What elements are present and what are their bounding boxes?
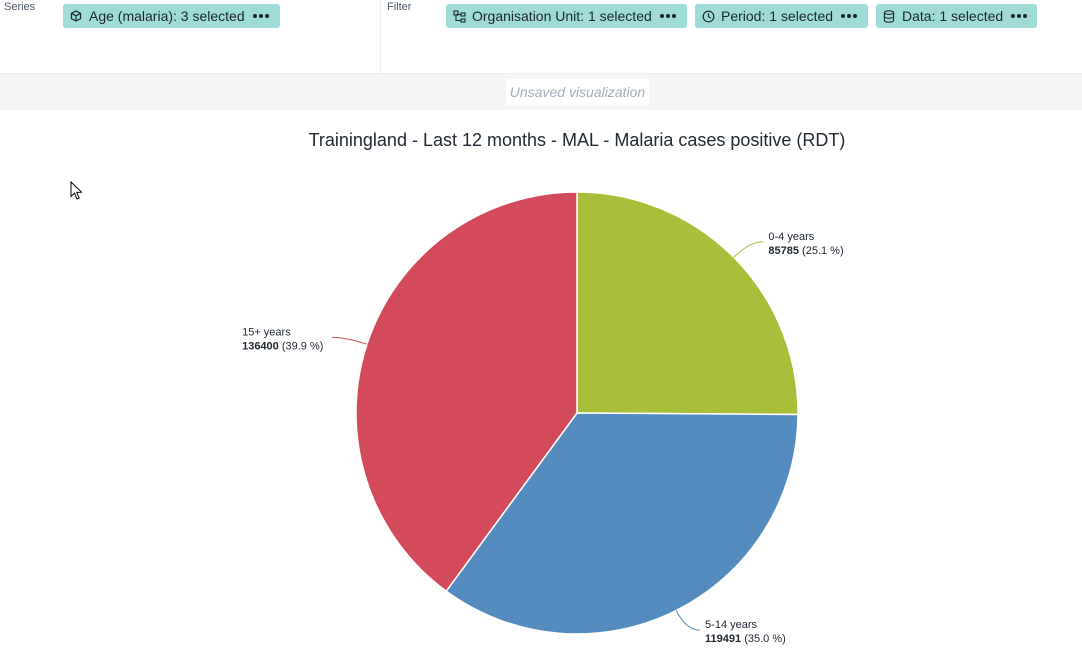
series-axis-label: Series <box>4 1 36 13</box>
visualization-title-bar: Unsaved visualization <box>0 74 1082 110</box>
data-chip-menu-icon[interactable] <box>1011 14 1028 18</box>
database-icon <box>882 9 896 23</box>
data-label-category: 15+ years <box>242 326 291 338</box>
period-chip-menu-icon[interactable] <box>841 14 858 18</box>
data-label-number: 119491 <box>705 633 741 645</box>
data-label-category: 5-14 years <box>705 619 757 631</box>
filter-axis-label: Filter <box>387 1 412 13</box>
mouse-pointer-icon <box>70 181 83 200</box>
layout-panel: Series Age (malaria): 3 selected Filter … <box>0 0 1082 74</box>
slice-0-4-years[interactable] <box>576 191 799 416</box>
data-label-value: 85785 (25.1 %) <box>768 245 843 257</box>
period-chip[interactable]: Period: 1 selected <box>695 4 868 28</box>
org-unit-icon <box>452 9 466 23</box>
org-unit-chip-menu-icon[interactable] <box>659 14 676 18</box>
data-label-number: 85785 <box>768 245 799 257</box>
clock-icon <box>701 9 715 23</box>
data-label-percent: (39.9 %) <box>279 340 324 352</box>
data-label-value: 119491 (35.0 %) <box>705 633 786 645</box>
category-icon <box>69 9 83 23</box>
org-unit-chip-label: Organisation Unit: 1 selected <box>472 8 652 24</box>
slice-0-4-years-connector <box>733 241 764 258</box>
data-label-percent: (25.1 %) <box>799 245 844 257</box>
data-label-value: 136400 (39.9 %) <box>242 340 323 352</box>
chart-title: Trainingland - Last 12 months - MAL - Ma… <box>308 130 846 150</box>
data-label-category: 0-4 years <box>768 231 814 243</box>
age-chip-menu-icon[interactable] <box>252 14 269 18</box>
slice-15-plus-years[interactable] <box>355 191 578 593</box>
age-dimension-chip-label: Age (malaria): 3 selected <box>89 8 245 24</box>
unsaved-status-label: Unsaved visualization <box>506 79 649 105</box>
slice-15-plus-years-connector <box>332 336 368 345</box>
filter-axis[interactable]: Filter Organisation Unit: 1 selected Per… <box>381 0 1082 73</box>
data-label-percent: (35.0 %) <box>741 633 786 645</box>
data-chip-label: Data: 1 selected <box>902 8 1004 24</box>
org-unit-chip[interactable]: Organisation Unit: 1 selected <box>446 4 687 28</box>
data-label-number: 136400 <box>242 340 279 352</box>
period-chip-label: Period: 1 selected <box>721 8 834 24</box>
data-chip[interactable]: Data: 1 selected <box>876 4 1037 28</box>
slice-5-14-years-connector <box>675 610 701 631</box>
age-dimension-chip[interactable]: Age (malaria): 3 selected <box>63 4 280 28</box>
series-axis[interactable]: Series Age (malaria): 3 selected <box>0 0 381 73</box>
